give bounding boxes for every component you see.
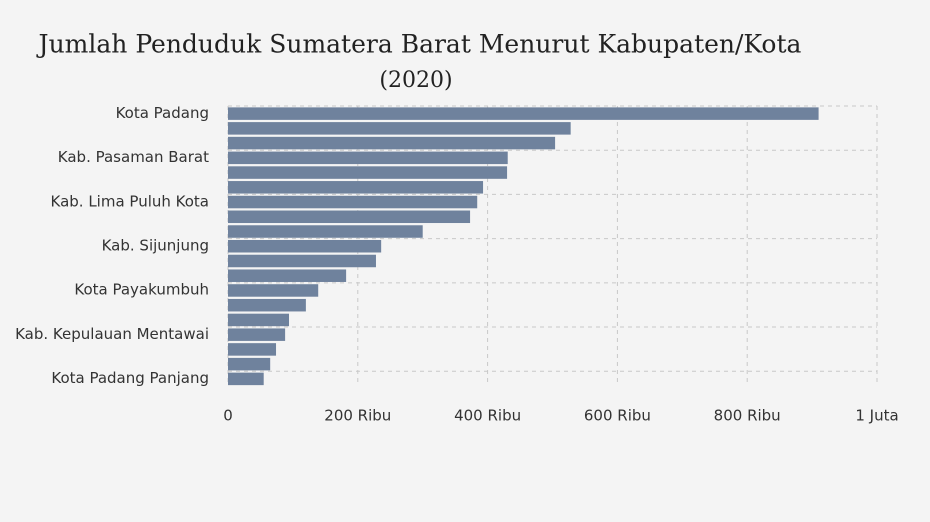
- bar: [228, 151, 508, 165]
- bar: [228, 166, 508, 179]
- chart-subtitle: (2020): [379, 68, 452, 93]
- bar: [228, 372, 264, 386]
- x-tick-label: 200 Ribu: [324, 407, 391, 425]
- chart-title: Jumlah Penduduk Sumatera Barat Menurut K…: [36, 30, 802, 59]
- bar: [228, 195, 478, 209]
- y-tick-label: Kab. Lima Puluh Kota: [51, 192, 210, 210]
- x-tick-label: 0: [223, 407, 233, 425]
- bar: [228, 136, 556, 150]
- bar: [228, 284, 319, 297]
- bar: [228, 240, 382, 253]
- x-tick-label: 600 Ribu: [584, 407, 651, 425]
- bar: [228, 269, 347, 282]
- x-tick-label: 800 Ribu: [714, 407, 781, 425]
- bar: [228, 298, 306, 312]
- bar: [228, 107, 819, 120]
- bar: [228, 343, 277, 356]
- y-tick-label: Kab. Pasaman Barat: [58, 148, 209, 166]
- bar: [228, 328, 286, 341]
- x-tick-label: 1 Juta: [855, 407, 898, 425]
- bar: [228, 122, 571, 135]
- y-tick-label: Kab. Sijunjung: [102, 237, 209, 255]
- bar: [228, 254, 376, 268]
- bar: [228, 357, 271, 371]
- y-tick-label: Kota Payakumbuh: [74, 281, 209, 299]
- bar: [228, 181, 484, 194]
- bar: [228, 225, 423, 238]
- bar: [228, 210, 471, 224]
- y-tick-label: Kab. Kepulauan Mentawai: [15, 325, 209, 343]
- y-tick-label: Kota Padang: [116, 104, 209, 122]
- x-tick-label: 400 Ribu: [454, 407, 521, 425]
- y-tick-label: Kota Padang Panjang: [51, 369, 209, 387]
- bar: [228, 313, 290, 327]
